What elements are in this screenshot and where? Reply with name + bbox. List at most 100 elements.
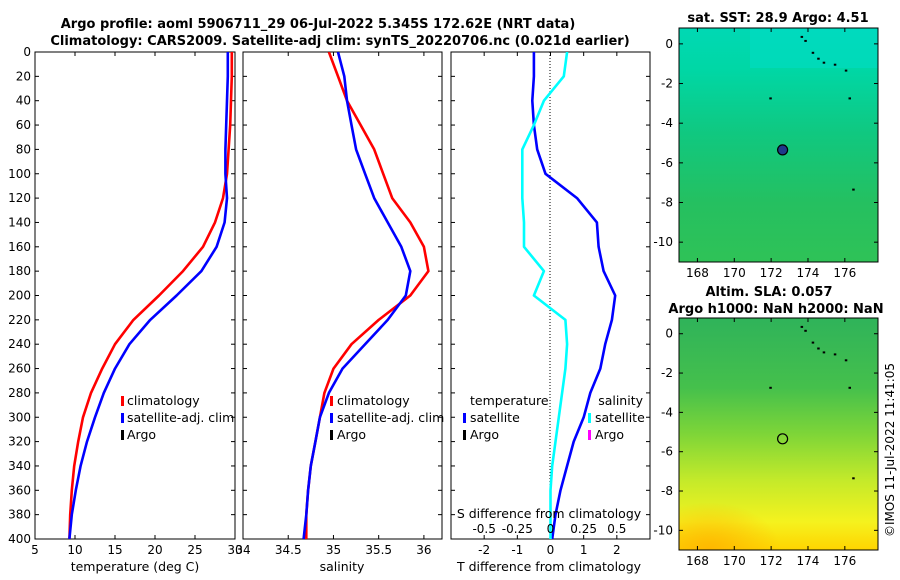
y-tick-label: 380 xyxy=(8,508,31,522)
y-tick-label: -8 xyxy=(661,484,673,498)
legend-sal-satellite-swatch xyxy=(588,413,591,423)
top-tick-label: -0.5 xyxy=(472,522,495,536)
y-tick-label: 120 xyxy=(8,191,31,205)
sst-warm-patch xyxy=(750,28,878,68)
sla-map-title-line2: Argo h1000: NaN h2000: NaN xyxy=(668,302,883,317)
salinity-difference-label: S difference from climatology xyxy=(457,506,642,521)
temperature-panel: 0 20 40 60 80 100 120 140 160 180 200 220 240 260 280 3… xyxy=(8,45,243,574)
island-mark xyxy=(800,325,804,328)
imos-credit: ©IMOS 11-Jul-2022 11:41:05 xyxy=(883,363,897,537)
y-tick-label: 360 xyxy=(8,483,31,497)
legend-temp-satellite-label: satellite xyxy=(470,410,520,425)
island-mark xyxy=(848,386,851,389)
series-temperature-satellite xyxy=(530,52,617,539)
difference-legend: temperature satellite Argo salinity sate… xyxy=(463,393,645,442)
legend-temperature-title: temperature xyxy=(470,393,549,408)
series-salinity-satellite xyxy=(520,52,569,539)
x-tick-label: 2 xyxy=(613,543,621,557)
island-mark xyxy=(804,39,807,42)
x-tick-label: 176 xyxy=(833,554,856,568)
x-tick-label: 10 xyxy=(67,543,82,557)
sla-x-ticks: 168 170 172 174 176 xyxy=(686,318,856,568)
y-tick-label: 320 xyxy=(8,435,31,449)
island-markers xyxy=(769,35,855,191)
island-mark xyxy=(852,188,855,191)
sla-warm-patch xyxy=(679,470,799,550)
sla-map-frame xyxy=(678,317,879,551)
y-tick-label: -10 xyxy=(653,235,673,249)
salinity-panel: 34 34.5 35 35.5 36 salinity climatology sate… xyxy=(235,51,444,574)
island-mark xyxy=(817,57,820,60)
x-tick-label: 172 xyxy=(760,554,783,568)
y-tick-label: 0 xyxy=(665,37,673,51)
legend-temp-satellite-swatch xyxy=(463,413,466,423)
x-tick-label: 35.5 xyxy=(365,543,392,557)
temperature-y-ticks: 0 20 40 60 80 100 120 140 160 180 200 220 240 260 280 3… xyxy=(8,45,235,546)
salinity-lines xyxy=(302,52,430,539)
y-tick-label: 340 xyxy=(8,459,31,473)
top-tick-label: 0 xyxy=(547,522,555,536)
sla-map-panel: Altim. SLA: 0.057 Argo h1000: NaN h2000:… xyxy=(653,285,883,568)
salinity-difference-ticks: -0.5 -0.25 0 0.25 0.5 xyxy=(472,522,626,536)
legend-argo-swatch xyxy=(121,430,124,440)
sla-map-title-line1: Altim. SLA: 0.057 xyxy=(706,285,833,300)
y-tick-label: 300 xyxy=(8,410,31,424)
x-tick-label: 172 xyxy=(760,266,783,280)
y-tick-label: 40 xyxy=(16,94,31,108)
salinity-x-label: salinity xyxy=(320,559,365,574)
island-mark xyxy=(811,341,815,344)
x-tick-label: 36 xyxy=(416,543,431,557)
legend-climatology-swatch xyxy=(330,396,333,406)
series-satellite-adj-clim xyxy=(302,52,412,539)
island-mark xyxy=(769,97,772,100)
x-tick-label: 20 xyxy=(147,543,162,557)
island-mark xyxy=(811,51,815,54)
y-tick-label: -6 xyxy=(661,156,673,170)
island-markers xyxy=(769,325,855,480)
island-mark xyxy=(833,353,837,356)
y-tick-label: -4 xyxy=(661,116,673,130)
legend-climatology-label: climatology xyxy=(337,393,410,408)
salinity-axes-frame xyxy=(242,51,443,540)
x-tick-label: 170 xyxy=(723,554,746,568)
y-tick-label: -2 xyxy=(661,77,673,91)
argo-float-marker xyxy=(776,144,789,156)
x-tick-label: -1 xyxy=(511,543,523,557)
series-climatology xyxy=(68,52,234,539)
series-satellite-adj-clim xyxy=(68,52,230,539)
y-tick-label: 20 xyxy=(16,69,31,83)
legend-temp-argo-swatch xyxy=(463,430,466,440)
top-tick-label: 0.5 xyxy=(607,522,626,536)
x-tick-label: 176 xyxy=(833,266,856,280)
x-tick-label: 34 xyxy=(235,543,250,557)
y-tick-label: 220 xyxy=(8,313,31,327)
y-tick-label: -6 xyxy=(661,445,673,459)
legend-climatology-label: climatology xyxy=(127,393,200,408)
island-mark xyxy=(844,69,848,72)
legend-argo-label: Argo xyxy=(337,427,366,442)
x-tick-label: 170 xyxy=(723,266,746,280)
island-mark xyxy=(800,35,804,38)
y-tick-label: 280 xyxy=(8,386,31,400)
sst-x-ticks: 168 170 172 174 176 xyxy=(686,28,856,280)
y-tick-label: 0 xyxy=(23,45,31,59)
temperature-x-ticks: 5 10 15 20 25 30 xyxy=(31,52,243,557)
x-tick-label: 174 xyxy=(797,266,820,280)
x-tick-label: -2 xyxy=(478,543,490,557)
difference-y-tick-marks xyxy=(451,51,650,540)
x-tick-label: 34.5 xyxy=(275,543,302,557)
legend-satellite-swatch xyxy=(121,413,124,423)
y-tick-label: 140 xyxy=(8,215,31,229)
y-tick-label: 60 xyxy=(16,118,31,132)
island-mark xyxy=(769,386,772,389)
x-tick-label: 0 xyxy=(547,543,555,557)
island-mark xyxy=(833,63,837,66)
legend-sal-satellite-label: satellite xyxy=(595,410,645,425)
y-tick-label: -4 xyxy=(661,405,673,419)
island-mark xyxy=(817,347,820,350)
island-mark xyxy=(852,477,855,480)
x-tick-label: 25 xyxy=(187,543,202,557)
y-tick-label: 200 xyxy=(8,289,31,303)
difference-lines xyxy=(520,52,617,539)
